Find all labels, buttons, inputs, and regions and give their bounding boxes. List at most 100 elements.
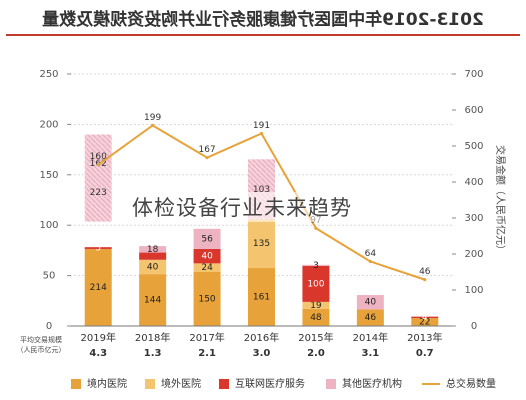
total-count-point [205, 156, 209, 160]
bar-segment-1 [84, 248, 112, 326]
bar-segment-label: 3 [313, 261, 319, 271]
bar-segment-1 [356, 309, 384, 326]
legend-label-wrap: 互联网医疗服务 [235, 377, 305, 390]
bar-segment-3 [302, 265, 330, 302]
bar-segment-1 [411, 318, 439, 326]
amount-axis-tick-label-wrap: 200 [464, 249, 483, 260]
total-count-label: 64 [365, 249, 377, 259]
bar-segment-label-wrap: 214 [90, 283, 107, 293]
amount-axis-tick-label-wrap: 600 [464, 105, 483, 116]
avg-size-value: 3.0 [253, 348, 271, 359]
amount-axis-title-wrap: 交易金额（人民币亿元） [494, 145, 507, 255]
bar-segment-2 [248, 219, 275, 269]
bar-segment-label-wrap: 135 [253, 239, 270, 249]
bar-segment-label: 40 [147, 262, 159, 272]
avg-size-value-wrap: 3.1 [361, 348, 379, 359]
amount-axis-tick-label-wrap: 300 [464, 213, 483, 224]
total-count-point [368, 259, 372, 264]
category-label: 2017年 [189, 331, 224, 344]
bar-segment-label: 214 [90, 283, 107, 293]
watermark-text: 体检设备行业未来趋势 [128, 192, 356, 222]
count-axis-tick-label-wrap: 50 [43, 271, 56, 282]
legend-label-wrap: 境外医院 [161, 377, 201, 390]
bar-segment-label-wrap: 56 [201, 234, 213, 244]
bar-segment-label: 24 [201, 263, 213, 273]
count-axis-tick-label-wrap: 250 [39, 69, 58, 80]
avg-size-value: 3.1 [361, 348, 379, 359]
avg-size-value-wrap: 1.3 [144, 348, 162, 359]
total-count-label: 167 [198, 145, 215, 155]
avg-size-value: 2.0 [307, 348, 325, 359]
legend-label: 互联网医疗服务 [235, 377, 305, 390]
category-label: 2019年 [80, 331, 115, 344]
legend-label-wrap: 其他医疗机构 [342, 377, 402, 390]
amount-axis-tick-label: 0 [471, 321, 477, 332]
bar-segment-3 [84, 247, 112, 249]
amount-axis-tick-label: 700 [464, 69, 483, 80]
legend-swatch [219, 379, 229, 389]
avg-size-value-wrap: 2.1 [198, 348, 216, 359]
legend-swatch [71, 379, 81, 389]
count-axis-tick-label-wrap: 0 [46, 321, 52, 332]
avg-size-value-wrap: 2.0 [307, 348, 325, 359]
bar-segment-label-wrap: 100 [307, 279, 324, 289]
bar-segment-label: 161 [253, 293, 270, 303]
bar-segment-1 [302, 308, 330, 326]
bar-segment-label-wrap: 150 [198, 295, 215, 305]
avg-size-value: 1.3 [144, 348, 162, 359]
avg-size-title-1: 平均交易规模 [20, 335, 62, 344]
total-count-label-wrap: 191 [253, 121, 270, 131]
avg-size-title-2-wrap: （人民币亿元） [17, 345, 66, 354]
bar-segment-label-wrap: 3 [313, 261, 319, 271]
category-label-wrap: 2016年 [244, 331, 279, 344]
bar-segment-4 [139, 246, 167, 253]
bar-segment-label-wrap: 161 [253, 293, 270, 303]
total-count-label: 199 [144, 113, 161, 123]
avg-size-title-2: （人民币亿元） [17, 345, 66, 354]
bar-segment-4 [193, 228, 221, 249]
category-label: 2016年 [244, 331, 279, 344]
amount-axis-tick-label: 500 [464, 141, 483, 152]
count-axis-tick-label: 200 [39, 119, 58, 130]
bar-segment-4 [356, 295, 384, 310]
legend-label-wrap: 总交易数量 [446, 377, 496, 390]
category-label: 2018年 [135, 331, 170, 344]
total-count-label: 160 [90, 152, 107, 162]
bar-overlay-label-wrap: 103 [253, 185, 270, 195]
bar-segment-label: 22 [419, 318, 430, 328]
bar-overlay-label: 223 [90, 188, 107, 198]
bar-segment-label-wrap: 4 [422, 313, 428, 323]
count-axis-tick-label: 250 [39, 69, 58, 80]
bar-segment-3 [193, 248, 221, 264]
bar-segment-label-wrap: 40 [201, 252, 213, 262]
title-divider [6, 34, 520, 36]
bar-segment-label-wrap: 40 [147, 262, 159, 272]
legend-label: 境外医院 [161, 377, 201, 390]
bar-overlay-segment [84, 134, 112, 222]
category-label: 2014年 [353, 331, 388, 344]
bar-segment-label: 150 [198, 295, 215, 305]
total-count-label-wrap: 199 [144, 113, 161, 123]
bar-segment-label: 100 [307, 279, 324, 289]
total-count-point [423, 278, 427, 282]
bar-overlay-label: 103 [253, 185, 270, 195]
bar-segment-label-wrap: 48 [310, 313, 322, 323]
amount-axis-tick-label-wrap: 700 [464, 69, 483, 80]
bar-segment-label-wrap: 22 [419, 318, 430, 328]
amount-axis-tick-label-wrap: 100 [464, 285, 483, 296]
avg-size-value: 4.3 [89, 348, 107, 359]
total-count-point [151, 123, 155, 128]
bar-segment-label: 135 [253, 239, 270, 249]
bar-segment-3 [139, 252, 167, 260]
total-count-label: 46 [419, 267, 431, 277]
total-count-label-wrap: 167 [198, 145, 215, 155]
total-count-point [259, 131, 264, 136]
amount-axis-title: 交易金额（人民币亿元） [494, 145, 507, 255]
amount-axis-tick-label: 400 [464, 177, 483, 188]
category-label-wrap: 2018年 [135, 331, 170, 344]
bar-segment-label-wrap: 19 [310, 301, 322, 311]
avg-size-value: 0.7 [416, 348, 434, 359]
category-label-wrap: 2015年 [298, 331, 333, 344]
legend-swatch [145, 379, 155, 389]
avg-size-value-wrap: 3.0 [253, 348, 271, 359]
